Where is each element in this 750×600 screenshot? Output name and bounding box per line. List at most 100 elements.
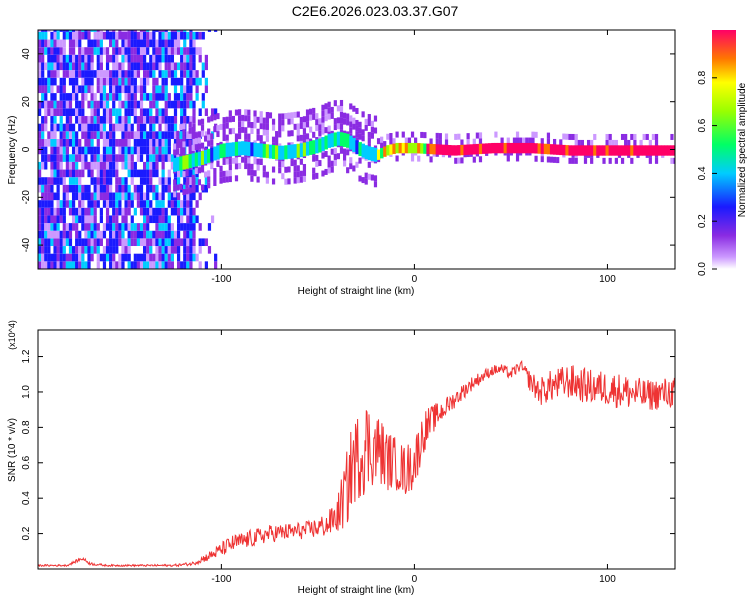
heatmap-cell: [404, 137, 408, 144]
heatmap-cell: [84, 85, 88, 94]
heatmap-cell: [38, 146, 42, 155]
heatmap-cell: [90, 77, 94, 86]
heatmap-cell: [90, 85, 94, 94]
heatmap-cell: [149, 184, 153, 193]
heatmap-cell: [152, 207, 156, 216]
heatmap-cell: [152, 100, 156, 109]
heatmap-cell: [194, 138, 198, 145]
heatmap-cell: [441, 144, 446, 155]
heatmap-cell: [197, 119, 202, 126]
heatmap-cell: [53, 62, 57, 71]
heatmap-cell: [143, 70, 147, 78]
heatmap-cell: [167, 93, 171, 101]
heatmap-cell: [121, 62, 125, 71]
heatmap-cell: [139, 108, 144, 116]
heatmap-cell: [99, 238, 103, 247]
heatmap-cell: [342, 154, 347, 161]
heatmap-cell: [41, 215, 45, 224]
heatmap-cell: [56, 62, 60, 71]
heatmap-cell: [99, 154, 103, 162]
heatmap-cell: [96, 246, 100, 254]
heatmap-cell: [287, 178, 291, 185]
heatmap-cell: [373, 175, 378, 182]
heatmap-cell: [158, 108, 162, 116]
heatmap-cell: [59, 39, 63, 48]
heatmap-cell: [96, 138, 100, 147]
heatmap-cell: [305, 133, 310, 140]
heatmap-cell: [102, 223, 107, 231]
heatmap-cell: [207, 176, 211, 183]
heatmap-cell: [75, 54, 79, 63]
heatmap-cell: [571, 145, 576, 156]
heatmap-cell: [41, 246, 45, 254]
heatmap-cell: [118, 154, 122, 162]
heatmap-cell: [84, 93, 88, 101]
heatmap-cell: [87, 261, 91, 269]
heatmap-cell: [118, 200, 122, 208]
heatmap-cell: [149, 154, 153, 162]
heatmap-cell: [149, 123, 153, 132]
heatmap-cell: [78, 138, 82, 147]
heatmap-cell: [349, 127, 353, 134]
heatmap-cell: [183, 238, 187, 247]
heatmap-cell: [99, 169, 103, 178]
heatmap-cell: [53, 123, 57, 132]
heatmap-cell: [81, 85, 85, 94]
heatmap-cell: [105, 138, 110, 147]
heatmap-cell: [105, 116, 110, 124]
heatmap-cell: [130, 169, 134, 178]
heatmap-cell: [127, 93, 131, 101]
heatmap-cell: [460, 144, 464, 156]
heatmap-cell: [102, 246, 107, 254]
heatmap-cell: [136, 200, 141, 208]
heatmap-cell: [109, 154, 113, 162]
heatmap-cell: [84, 246, 88, 254]
heatmap-cell: [78, 100, 82, 109]
heatmap-cell: [102, 70, 107, 78]
heatmap-cell: [602, 145, 606, 156]
heatmap-cell: [281, 119, 285, 126]
heatmap-cell: [149, 116, 153, 124]
heatmap-cell: [130, 39, 134, 48]
heatmap-cell: [250, 127, 254, 134]
heatmap-cell: [143, 77, 147, 86]
heatmap-cell: [109, 31, 113, 40]
heatmap-cell: [614, 157, 618, 164]
heatmap-cell: [380, 147, 384, 159]
heatmap-cell: [130, 146, 134, 155]
heatmap-cell: [146, 39, 150, 48]
heatmap-cell: [146, 70, 150, 78]
heatmap-cell: [121, 39, 125, 48]
heatmap-cell: [99, 47, 103, 55]
heatmap-cell: [136, 54, 141, 63]
colorbar-tick-label: 0.0: [697, 262, 708, 276]
heatmap-cell: [71, 154, 76, 162]
heatmap-cell: [90, 100, 94, 109]
heatmap-cell: [47, 154, 51, 162]
heatmap-cell: [183, 100, 187, 109]
heatmap-cell: [53, 215, 57, 224]
heatmap-cell: [633, 139, 637, 146]
heatmap-cell: [296, 171, 300, 178]
heatmap-cell: [506, 137, 510, 144]
heatmap-cell: [62, 62, 66, 71]
heatmap-cell: [210, 115, 214, 122]
heatmap-cell: [164, 223, 168, 231]
heatmap-cell: [167, 184, 171, 193]
heatmap-cell: [149, 54, 153, 63]
heatmap-cell: [152, 123, 156, 132]
heatmap-cell: [105, 70, 110, 78]
heatmap-cell: [53, 39, 57, 48]
heatmap-cell: [531, 131, 535, 138]
heatmap-cell: [133, 85, 137, 94]
heatmap-cell: [118, 223, 122, 231]
heatmap-cell: [112, 77, 116, 86]
heatmap-cell: [41, 146, 45, 155]
heatmap-cell: [68, 253, 73, 262]
heatmap-cell: [62, 146, 66, 155]
heatmap-cell: [173, 30, 178, 32]
heatmap-cell: [121, 54, 125, 63]
heatmap-cell: [56, 238, 60, 247]
heatmap-cell: [654, 157, 659, 164]
